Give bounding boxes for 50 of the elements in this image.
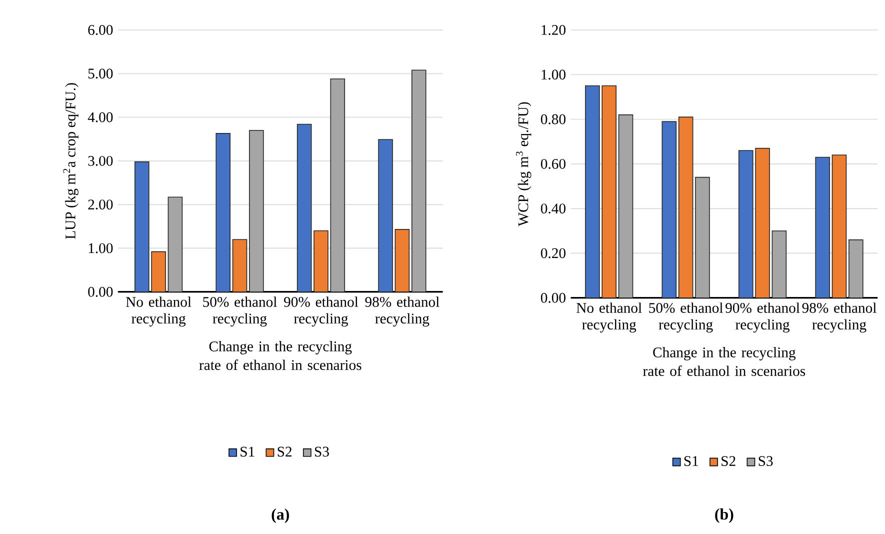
legend-label: S2 [278,446,292,457]
y-tick-label: 1.00 [542,70,566,80]
bar [232,239,248,292]
y-tick-label: 0.00 [88,287,113,297]
y-tick-label: 2.00 [88,200,113,210]
y-axis-title: LUP (kg m$^{2}$a crop eq/FU.) [63,83,78,240]
x-tick-label: 90% ethanol recycling [284,296,358,327]
bar [411,70,426,292]
bar [815,156,830,298]
bar [394,229,410,292]
y-tick-label: 0.60 [540,159,566,170]
x-tick-label: 98% ethanol recycling [365,296,440,327]
legend-label: S1 [240,446,254,457]
legend-label: S3 [758,456,773,466]
bar [848,240,864,298]
bar [772,230,787,298]
bar [618,114,634,298]
y-tick-label: 3.00 [88,156,113,166]
y-tick-label: 1.00 [88,243,113,254]
y-tick-label: 0.40 [540,204,566,214]
x-tick-label: 50% ethanol recycling [649,302,723,333]
legend-label: S3 [315,446,329,457]
text: (a) [272,508,289,524]
x-tick-label: 90% ethanol recycling [726,302,800,333]
bar [296,124,312,292]
bar [695,177,710,298]
bar [168,196,183,292]
bar [216,133,231,292]
bar [832,154,847,298]
x-tick-label: No ethanol recycling [576,302,642,333]
x-axis-title: Change in the recycling rate of ethanol in scenarios [643,347,806,376]
text: (b) [715,508,734,524]
legend-label: S2 [722,456,736,466]
y-tick-label: 0.00 [540,293,566,303]
y-tick-label: 0.80 [540,114,566,124]
x-tick-label: 98% ethanol recycling [802,302,876,333]
bar [249,130,264,292]
y-axis-title: WCP (kg m$^{3}$ eq./FU) [516,102,532,226]
x-tick-label: 50% ethanol recycling [203,296,277,327]
x-tick-label: No ethanol recycling [126,296,192,327]
bar [662,121,677,298]
y-tick-label: 0.20 [540,248,566,258]
y-tick-label: 4.00 [88,112,113,122]
y-tick-label: 5.00 [88,68,113,79]
bar [678,116,694,298]
x-axis-title: Change in the recycling rate of ethanol in scenarios [199,341,362,370]
legend-label: S1 [684,456,698,466]
y-tick-label: 6.00 [88,25,113,36]
bar [378,139,393,292]
y-tick-label: 1.20 [542,25,566,36]
